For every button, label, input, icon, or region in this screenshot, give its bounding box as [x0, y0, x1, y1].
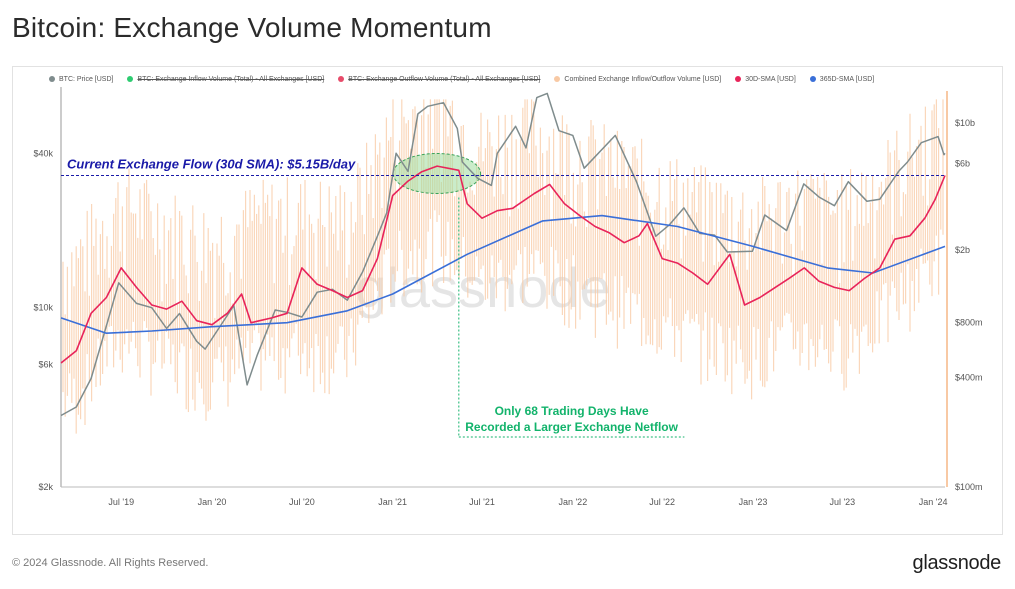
x-tick-label: Jul '21 [469, 497, 495, 507]
legend-label: BTC: Price [USD] [59, 75, 114, 83]
legend-item-4[interactable]: 30D-SMA [USD] [735, 76, 796, 83]
sma30-line [60, 165, 946, 364]
left-tick-label: $6k [38, 360, 53, 370]
x-tick-label: Jan '20 [198, 497, 227, 507]
right-tick-label: $2b [955, 245, 970, 255]
x-tick-label: Jan '21 [378, 497, 407, 507]
x-tick-label: Jul '22 [649, 497, 675, 507]
left-tick-label: $10k [33, 303, 53, 313]
x-tick-label: Jul '20 [289, 497, 315, 507]
legend-label: 30D-SMA [USD] [745, 75, 796, 83]
legend-label: 365D-SMA [USD] [819, 75, 875, 83]
note-line-1: Only 68 Trading Days Have [495, 404, 649, 418]
right-tick-label: $6b [955, 158, 970, 168]
highlight-ellipse [392, 152, 482, 194]
footer-copyright: © 2024 Glassnode. All Rights Reserved. [12, 557, 209, 569]
current-flow-label: Current Exchange Flow (30d SMA): $5.15B/… [67, 156, 356, 171]
right-tick-label: $400m [955, 372, 983, 382]
legend-swatch [49, 76, 55, 82]
sma365-line [60, 214, 946, 334]
price-line [60, 92, 946, 417]
chart-legend: BTC: Price [USD] BTC: Exchange Inflow Vol… [49, 73, 874, 85]
chart-panel: BTC: Price [USD] BTC: Exchange Inflow Vol… [12, 66, 1003, 535]
legend-label: BTC: Exchange Outflow Volume (Total) - A… [348, 75, 541, 83]
volume-bars [62, 99, 944, 434]
left-tick-label: $40k [33, 148, 53, 158]
legend-swatch [338, 76, 345, 82]
legend-item-2[interactable]: BTC: Exchange Outflow Volume (Total) - A… [338, 76, 540, 83]
legend-swatch [735, 76, 742, 82]
legend-swatch [127, 76, 134, 82]
legend-swatch [554, 76, 561, 82]
legend-label: Combined Exchange Inflow/Outflow Volume … [564, 75, 722, 83]
legend-item-5[interactable]: 365D-SMA [USD] [809, 75, 875, 83]
x-tick-label: Jul '19 [108, 497, 134, 507]
page-title: Bitcoin: Exchange Volume Momentum [12, 12, 492, 43]
right-tick-label: $10b [955, 118, 975, 128]
footer-brand-logo: glassnode [912, 552, 1002, 574]
left-tick-label: $2k [38, 482, 53, 492]
legend-item-3[interactable]: Combined Exchange Inflow/Outflow Volume … [554, 76, 721, 83]
right-tick-label: $800m [955, 318, 983, 328]
legend-label: BTC: Exchange Inflow Volume (Total) - Al… [137, 75, 325, 83]
x-tick-label: Jul '23 [829, 497, 855, 507]
note-line-2: Recorded a Larger Exchange Netflow [465, 420, 678, 434]
legend-item-0[interactable]: BTC: Price [USD] [49, 76, 113, 83]
x-tick-label: Jan '22 [558, 497, 587, 507]
legend-item-1[interactable]: BTC: Exchange Inflow Volume (Total) - Al… [127, 76, 324, 83]
x-tick-label: Jan '24 [919, 497, 948, 507]
legend-swatch [809, 76, 816, 82]
right-tick-label: $100m [955, 482, 983, 492]
x-tick-label: Jan '23 [739, 497, 768, 507]
